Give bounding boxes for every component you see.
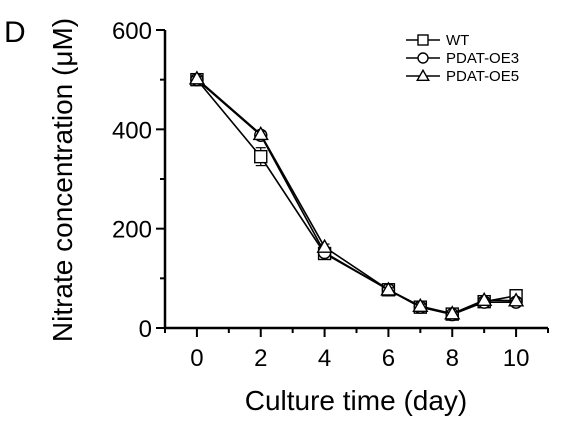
series-wt <box>190 72 523 321</box>
series-pdat-oe3 <box>190 72 523 322</box>
legend-label: PDAT-OE3 <box>446 50 519 67</box>
y-tick-label: 0 <box>139 316 152 343</box>
x-axis-label: Culture time (day) <box>245 385 468 416</box>
x-tick-label: 2 <box>254 345 267 372</box>
legend-item-pdat-oe5: PDAT-OE5 <box>406 68 519 85</box>
series-line-pdat-oe5 <box>196 78 517 315</box>
data-point-pdat-oe5 <box>188 70 206 85</box>
data-point-pdat-oe5 <box>412 297 429 313</box>
data-point-pdat-oe5 <box>444 305 461 320</box>
series-layer <box>188 70 525 322</box>
panel-label: D <box>4 16 26 49</box>
series-line-wt <box>196 79 517 315</box>
series-pdat-oe5 <box>188 70 525 320</box>
y-axis-label: Nitrate concentration (μM) <box>47 18 78 342</box>
data-point-pdat-oe5 <box>316 238 333 253</box>
legend-marker <box>417 52 429 64</box>
x-tick-label: 6 <box>382 345 395 372</box>
data-point-wt <box>254 149 268 164</box>
series-line-pdat-oe3 <box>196 79 517 316</box>
x-tick-label: 0 <box>190 345 203 372</box>
axes: 0 2 4 6 8 10 0 200 400 600 <box>112 18 549 372</box>
data-point-pdat-oe5 <box>507 292 525 307</box>
x-tick-label: 8 <box>446 345 459 372</box>
legend-item-wt: WT <box>406 32 469 49</box>
legend-label: WT <box>446 32 469 49</box>
data-point-pdat-oe5 <box>380 281 397 296</box>
x-tick-label: 4 <box>318 345 331 372</box>
y-tick-label: 200 <box>112 217 152 244</box>
legend-label: PDAT-OE5 <box>446 68 519 85</box>
legend-marker <box>417 34 429 46</box>
y-tick-label: 400 <box>112 117 152 144</box>
data-point-pdat-oe5 <box>252 125 269 141</box>
data-point-pdat-oe5 <box>476 291 493 307</box>
legend-item-pdat-oe3: PDAT-OE3 <box>406 50 519 67</box>
legend-marker <box>416 68 430 82</box>
y-tick-label: 600 <box>112 18 152 45</box>
x-tick-label: 10 <box>503 345 530 372</box>
